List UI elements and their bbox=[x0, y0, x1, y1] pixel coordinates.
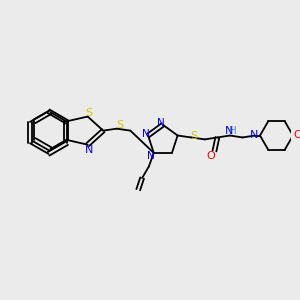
Text: O: O bbox=[293, 130, 300, 140]
Text: N: N bbox=[85, 145, 93, 154]
Text: N: N bbox=[250, 130, 258, 140]
Text: S: S bbox=[116, 120, 123, 130]
Text: S: S bbox=[85, 108, 92, 118]
Text: N: N bbox=[225, 126, 233, 136]
Text: N: N bbox=[142, 129, 150, 139]
Text: N: N bbox=[147, 151, 155, 161]
Text: S: S bbox=[190, 131, 198, 142]
Text: N: N bbox=[157, 118, 165, 128]
Text: H: H bbox=[229, 126, 237, 136]
Text: O: O bbox=[206, 151, 215, 161]
